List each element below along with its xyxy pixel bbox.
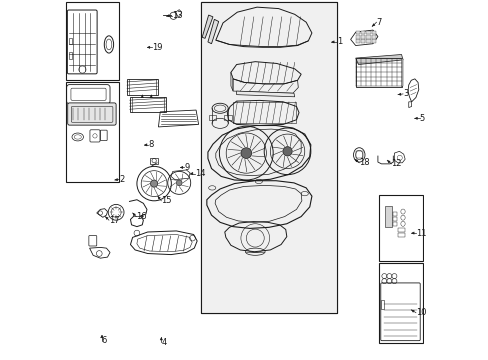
Bar: [366, 35, 370, 39]
Bar: [392, 222, 396, 226]
Text: 17: 17: [109, 216, 120, 225]
Bar: [360, 31, 365, 35]
Bar: [66, 3, 119, 80]
Bar: [69, 38, 72, 44]
Text: 11: 11: [415, 229, 426, 238]
Bar: [378, 195, 422, 261]
Bar: [201, 3, 336, 313]
Circle shape: [241, 148, 251, 158]
Text: 14: 14: [195, 169, 205, 178]
Bar: [69, 52, 72, 59]
Circle shape: [150, 180, 158, 187]
Bar: [208, 116, 215, 120]
Polygon shape: [236, 91, 294, 97]
Text: 5: 5: [419, 114, 424, 123]
Text: 2: 2: [120, 175, 125, 184]
Text: 12: 12: [391, 159, 401, 168]
Bar: [360, 35, 365, 39]
Bar: [392, 212, 396, 216]
Bar: [371, 31, 375, 35]
Bar: [371, 40, 375, 43]
Bar: [224, 116, 231, 120]
Bar: [355, 151, 362, 158]
Text: 15: 15: [161, 196, 171, 205]
Polygon shape: [230, 72, 233, 91]
Bar: [397, 228, 404, 231]
Polygon shape: [202, 15, 212, 39]
Bar: [378, 263, 422, 343]
Text: 19: 19: [152, 43, 162, 52]
Text: 7: 7: [376, 18, 381, 27]
Text: 4: 4: [161, 338, 166, 347]
Polygon shape: [355, 54, 402, 64]
FancyBboxPatch shape: [67, 103, 116, 125]
Text: 3: 3: [402, 89, 407, 98]
Text: 8: 8: [148, 140, 153, 149]
Bar: [149, 158, 158, 163]
Circle shape: [282, 147, 292, 156]
Text: 16: 16: [136, 212, 146, 221]
Bar: [392, 217, 396, 221]
Text: 10: 10: [415, 308, 426, 317]
Bar: [380, 300, 383, 309]
Bar: [355, 35, 359, 39]
Bar: [360, 40, 365, 43]
Bar: [233, 102, 295, 123]
Text: 6: 6: [102, 336, 107, 345]
Text: 13: 13: [172, 11, 183, 20]
Bar: [366, 31, 370, 35]
Circle shape: [176, 180, 182, 186]
Bar: [201, 3, 336, 313]
Bar: [384, 206, 391, 226]
Bar: [355, 40, 359, 43]
Bar: [366, 40, 370, 43]
Text: 1: 1: [336, 37, 342, 46]
Bar: [201, 3, 336, 313]
Bar: [397, 233, 404, 237]
Bar: [355, 31, 359, 35]
Polygon shape: [401, 58, 402, 87]
Bar: [66, 82, 119, 182]
Text: 9: 9: [184, 163, 189, 172]
Text: 18: 18: [359, 158, 369, 167]
Bar: [371, 35, 375, 39]
Polygon shape: [207, 19, 218, 44]
